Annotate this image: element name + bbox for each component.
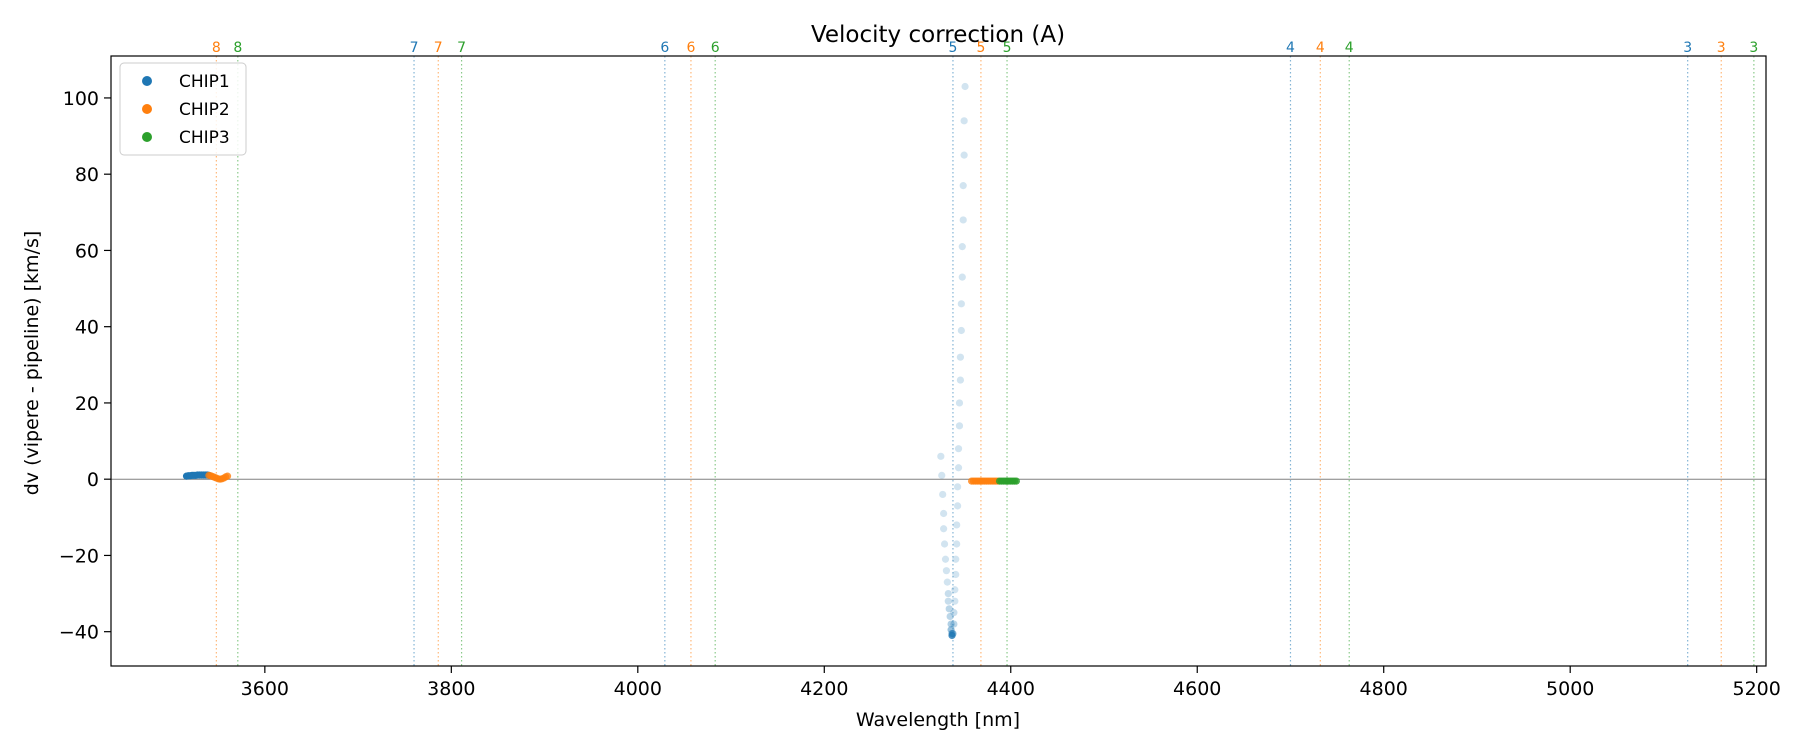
order-label-6: 6 — [686, 40, 695, 56]
point-chip1-41 — [954, 464, 963, 472]
x-tick-label-3600: 3600 — [241, 678, 289, 700]
x-tick-label-5200: 5200 — [1732, 678, 1780, 700]
point-chip1-52 — [959, 182, 967, 190]
x-tick-label-4400: 4400 — [987, 678, 1035, 700]
order-label-12: 4 — [1316, 40, 1325, 56]
data-points — [182, 82, 1020, 640]
legend: CHIP1 CHIP2 CHIP3 — [119, 62, 247, 156]
y-tick-label--40: −40 — [59, 622, 99, 644]
point-chip1-44 — [955, 399, 964, 407]
point-chip1-47 — [957, 326, 965, 335]
point-chip1-24 — [945, 605, 953, 613]
y-tick-label-0: 0 — [87, 469, 99, 491]
order-label-5: 6 — [660, 40, 669, 56]
y-tick-label-40: 40 — [75, 317, 99, 339]
point-chip1-18 — [940, 540, 949, 548]
point-chip1-34 — [951, 586, 959, 594]
order-label-2: 7 — [410, 40, 419, 56]
x-tick-label-4800: 4800 — [1360, 678, 1408, 700]
x-tick-label-4200: 4200 — [800, 678, 848, 700]
point-chip1-46 — [956, 353, 965, 361]
order-label-4: 7 — [457, 40, 466, 56]
legend-box — [119, 62, 247, 156]
y-tick-label-20: 20 — [75, 393, 99, 415]
point-chip1-33 — [951, 597, 959, 605]
point-chip1-17 — [940, 525, 948, 533]
x-axis-label: Wavelength [nm] — [856, 709, 1020, 731]
point-chip1-49 — [958, 273, 966, 281]
y-tick-label--20: −20 — [59, 545, 99, 567]
point-chip1-13 — [937, 452, 945, 460]
point-chip1-48 — [957, 300, 965, 308]
point-chip1-15 — [939, 490, 947, 499]
x-tick-label-5000: 5000 — [1546, 678, 1594, 700]
point-chip1-26 — [947, 620, 955, 628]
y-tick-label-80: 80 — [75, 164, 99, 186]
order-label-9: 5 — [976, 40, 985, 56]
legend-label-chip2: CHIP2 — [179, 100, 230, 120]
point-chip2-10 — [223, 472, 232, 480]
legend-label-chip3: CHIP3 — [179, 128, 230, 148]
point-chip1-36 — [952, 555, 960, 563]
point-chip1-14 — [938, 471, 946, 479]
order-label-10: 5 — [1003, 40, 1012, 56]
point-chip1-19 — [941, 555, 950, 563]
order-label-3: 7 — [434, 40, 443, 56]
legend-label-chip1: CHIP1 — [179, 72, 230, 92]
point-chip1-40 — [954, 483, 962, 491]
order-label-13: 4 — [1345, 40, 1354, 56]
order-label-7: 6 — [711, 40, 720, 56]
order-label-11: 4 — [1286, 40, 1295, 56]
point-chip1-25 — [946, 612, 954, 621]
axes-frame — [110, 55, 1767, 667]
order-label-16: 3 — [1749, 40, 1758, 56]
point-chip1-45 — [956, 376, 965, 384]
order-label-1: 8 — [233, 40, 242, 56]
point-chip1-50 — [958, 243, 966, 251]
x-tick-label-4000: 4000 — [614, 678, 662, 700]
point-chip1-38 — [953, 521, 961, 529]
point-chip1-21 — [943, 578, 951, 586]
legend-marker-chip1 — [142, 76, 152, 86]
order-label-14: 3 — [1683, 40, 1692, 56]
point-chip1-43 — [955, 422, 964, 430]
y-tick-label-60: 60 — [75, 240, 99, 262]
legend-marker-chip3 — [142, 132, 152, 142]
legend-marker-chip2 — [142, 104, 152, 114]
point-chip1-54 — [960, 117, 968, 125]
point-chip1-20 — [942, 567, 951, 575]
point-chip1-31 — [950, 620, 958, 628]
point-chip1-22 — [944, 589, 952, 598]
order-label-15: 3 — [1717, 40, 1726, 56]
point-chip1-35 — [952, 570, 960, 579]
point-chip1-30 — [949, 629, 957, 638]
point-chip1-16 — [940, 509, 948, 518]
order-label-0: 8 — [212, 40, 221, 56]
point-chip1-39 — [954, 502, 962, 510]
point-chip1-53 — [960, 151, 968, 159]
point-chip3-9 — [1012, 477, 1020, 485]
y-tick-label-100: 100 — [63, 88, 99, 110]
point-chip1-37 — [953, 540, 961, 548]
chart-title: Velocity correction (A) — [811, 22, 1065, 48]
point-chip1-23 — [944, 597, 952, 605]
y-axis-label: dv (vipere - pipeline) [km/s] — [21, 231, 43, 496]
point-chip1-32 — [950, 609, 958, 617]
point-chip1-55 — [961, 82, 969, 91]
order-label-8: 5 — [948, 40, 957, 56]
x-tick-label-4600: 4600 — [1173, 678, 1221, 700]
point-chip1-51 — [959, 216, 967, 224]
point-chip1-42 — [954, 445, 963, 453]
x-tick-label-3800: 3800 — [427, 678, 475, 700]
